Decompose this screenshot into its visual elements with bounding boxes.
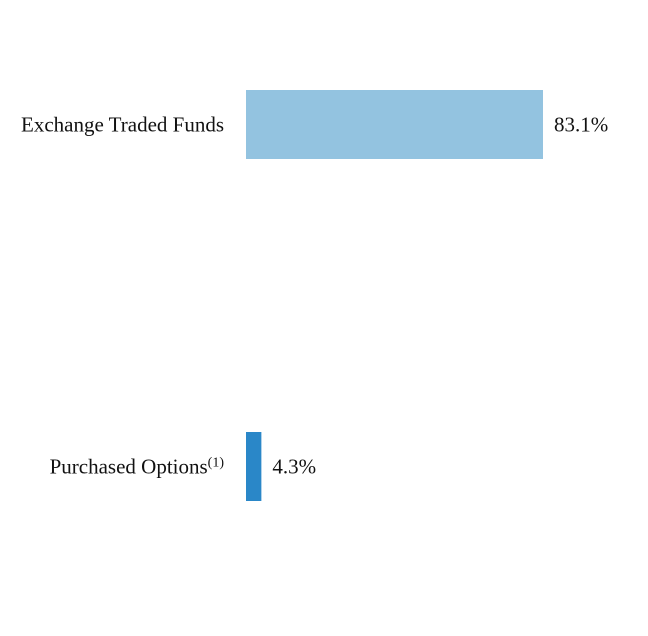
category-label-2: Purchased Options(1) [50,455,225,479]
value-label-1: 83.1% [554,113,608,137]
bars-layer [246,90,543,501]
bar-1 [246,90,543,159]
footnote-marker: (1) [208,456,225,471]
bar-2 [246,432,262,501]
value-label-2: 4.3% [272,455,316,479]
category-label-1: Exchange Traded Funds [21,113,224,137]
value-labels: 83.1% 4.3% [272,113,608,479]
category-labels: Exchange Traded Funds Purchased Options(1… [21,113,224,479]
